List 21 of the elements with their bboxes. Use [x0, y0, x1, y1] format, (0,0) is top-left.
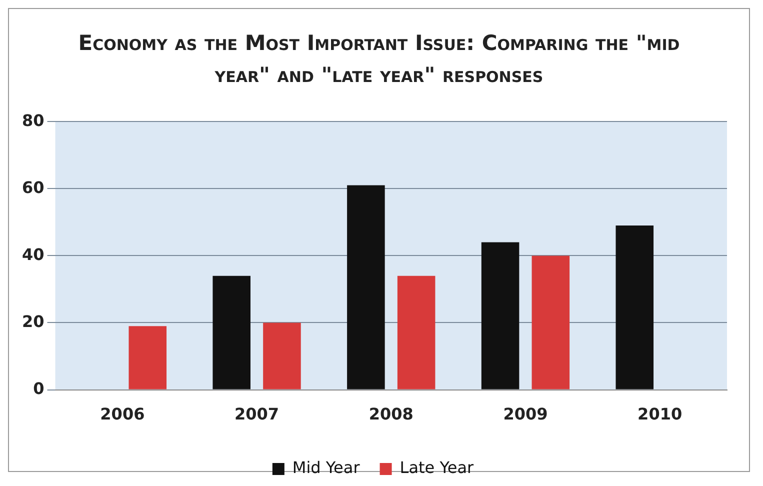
bar — [212, 276, 250, 390]
y-tick-label: 40 — [22, 244, 44, 264]
legend-label: Late Year — [400, 458, 474, 478]
legend-label: Mid Year — [292, 458, 360, 478]
y-tick-label: 0 — [33, 378, 44, 398]
bar — [397, 276, 436, 390]
bar — [532, 256, 570, 390]
bar — [616, 226, 654, 390]
x-tick-label: 2006 — [100, 404, 145, 424]
x-tick-label: 2007 — [234, 404, 280, 424]
y-tick-label: 20 — [22, 312, 44, 331]
bar — [263, 322, 301, 390]
x-tick-label: 2010 — [638, 404, 682, 424]
chart-title: Economy as the Most Important Issue: Comparing the "mid year" and "late year" responses — [77, 30, 681, 89]
bar — [128, 326, 167, 390]
y-tick-label: 60 — [22, 178, 44, 197]
x-tick-label: 2008 — [368, 404, 414, 424]
bar — [347, 185, 385, 390]
bar — [481, 242, 520, 390]
x-tick-label: 2009 — [503, 404, 548, 424]
y-tick-label: 80 — [22, 110, 44, 130]
